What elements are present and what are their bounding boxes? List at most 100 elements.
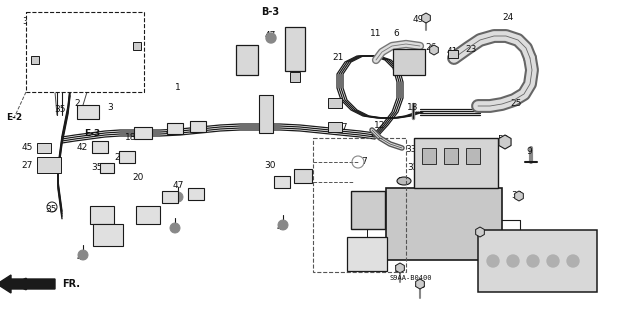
Text: 35: 35 xyxy=(92,162,103,172)
Text: 41: 41 xyxy=(446,48,458,56)
Text: 24: 24 xyxy=(502,13,514,23)
Text: FR.: FR. xyxy=(62,279,80,289)
Text: 47: 47 xyxy=(276,224,288,233)
Text: 14: 14 xyxy=(506,232,518,241)
Bar xyxy=(290,72,300,82)
Text: 37: 37 xyxy=(397,176,409,186)
Text: 15: 15 xyxy=(291,32,301,41)
FancyBboxPatch shape xyxy=(119,151,135,163)
Text: 48: 48 xyxy=(414,280,426,290)
FancyBboxPatch shape xyxy=(77,105,99,119)
Circle shape xyxy=(547,255,559,267)
FancyBboxPatch shape xyxy=(190,121,206,132)
Text: 44: 44 xyxy=(190,190,202,199)
FancyBboxPatch shape xyxy=(285,27,305,71)
Text: 11: 11 xyxy=(371,29,381,39)
Text: B-3: B-3 xyxy=(261,7,279,17)
Circle shape xyxy=(507,255,519,267)
Text: 8: 8 xyxy=(368,254,374,263)
Text: 39: 39 xyxy=(22,18,34,26)
FancyBboxPatch shape xyxy=(93,224,123,246)
Text: 35: 35 xyxy=(45,205,57,214)
Bar xyxy=(328,98,342,108)
Text: 43: 43 xyxy=(163,192,175,202)
Text: E-2: E-2 xyxy=(6,114,22,122)
Text: 40: 40 xyxy=(300,173,312,182)
Text: 6: 6 xyxy=(393,29,399,39)
FancyBboxPatch shape xyxy=(351,191,385,229)
FancyBboxPatch shape xyxy=(414,138,498,188)
FancyBboxPatch shape xyxy=(386,188,502,260)
Text: 1: 1 xyxy=(175,84,181,93)
Text: 5: 5 xyxy=(452,218,458,226)
Text: 4: 4 xyxy=(165,127,171,136)
Text: 32: 32 xyxy=(407,164,419,173)
Bar xyxy=(466,148,480,164)
Text: 13: 13 xyxy=(407,103,419,113)
Text: 2: 2 xyxy=(74,100,80,108)
Circle shape xyxy=(487,255,499,267)
Text: 50: 50 xyxy=(497,136,509,145)
FancyBboxPatch shape xyxy=(259,95,273,133)
FancyBboxPatch shape xyxy=(393,49,425,75)
Text: 33: 33 xyxy=(405,145,417,154)
Text: 17: 17 xyxy=(337,123,349,132)
FancyBboxPatch shape xyxy=(92,141,108,153)
FancyBboxPatch shape xyxy=(162,191,178,203)
FancyBboxPatch shape xyxy=(100,163,114,173)
Bar xyxy=(37,143,51,153)
Text: 16: 16 xyxy=(189,122,201,130)
Text: 17: 17 xyxy=(330,100,342,108)
Text: 34: 34 xyxy=(511,191,523,201)
FancyBboxPatch shape xyxy=(236,45,258,75)
Text: 47: 47 xyxy=(264,32,276,41)
Text: 29: 29 xyxy=(102,229,114,239)
Circle shape xyxy=(170,223,180,233)
Bar xyxy=(444,148,458,164)
Text: 45: 45 xyxy=(21,144,33,152)
Text: 30: 30 xyxy=(264,160,276,169)
FancyArrow shape xyxy=(0,275,55,293)
Text: 19: 19 xyxy=(291,65,301,75)
Text: 21: 21 xyxy=(332,54,344,63)
FancyBboxPatch shape xyxy=(188,188,204,200)
Circle shape xyxy=(278,220,288,230)
Text: 23: 23 xyxy=(465,46,477,55)
Circle shape xyxy=(78,250,88,260)
Bar xyxy=(133,42,141,50)
Bar xyxy=(328,122,342,132)
Bar xyxy=(422,148,436,164)
Bar xyxy=(448,50,458,58)
Text: 46: 46 xyxy=(238,48,250,56)
Text: S9AA-B0400: S9AA-B0400 xyxy=(390,275,432,281)
Text: 49: 49 xyxy=(412,16,424,25)
Text: 3: 3 xyxy=(107,103,113,113)
Circle shape xyxy=(527,255,539,267)
Text: 18: 18 xyxy=(125,133,137,143)
Bar xyxy=(26,12,144,92)
Text: 35: 35 xyxy=(54,106,66,115)
Text: 27: 27 xyxy=(21,160,33,169)
FancyBboxPatch shape xyxy=(37,157,61,173)
Text: 38: 38 xyxy=(106,46,118,55)
Text: 25: 25 xyxy=(510,100,522,108)
FancyBboxPatch shape xyxy=(134,127,152,139)
Text: 9: 9 xyxy=(526,147,532,157)
FancyBboxPatch shape xyxy=(294,169,312,183)
FancyBboxPatch shape xyxy=(136,206,160,224)
Text: 20: 20 xyxy=(132,174,144,182)
Text: 47: 47 xyxy=(172,181,184,189)
Text: 7: 7 xyxy=(361,158,367,167)
Circle shape xyxy=(173,192,183,202)
FancyBboxPatch shape xyxy=(274,176,290,188)
Text: 28: 28 xyxy=(115,152,125,161)
Text: 10: 10 xyxy=(394,265,406,275)
Text: 12: 12 xyxy=(374,122,386,130)
FancyBboxPatch shape xyxy=(167,123,183,134)
Circle shape xyxy=(567,255,579,267)
Text: 44: 44 xyxy=(102,213,114,222)
FancyBboxPatch shape xyxy=(347,237,387,271)
Text: 36: 36 xyxy=(365,205,377,214)
Text: E-3: E-3 xyxy=(84,129,100,137)
Circle shape xyxy=(266,33,276,43)
